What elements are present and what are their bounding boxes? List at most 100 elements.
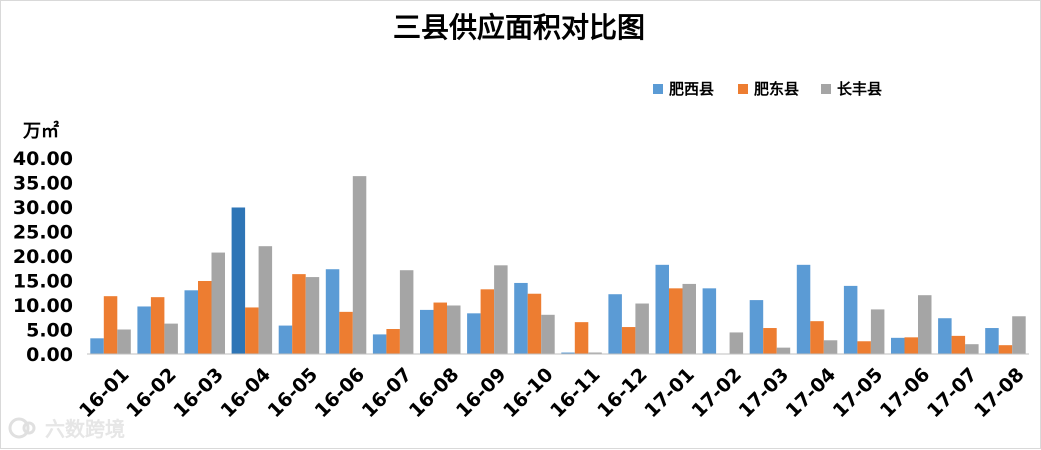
- bar-16-03-肥西县: [184, 290, 198, 354]
- x-tick-label: 17-06: [876, 364, 935, 423]
- x-tick-label: 16-12: [593, 364, 652, 423]
- bar-16-11-肥东县: [574, 322, 589, 354]
- bar-16-03-肥东县: [198, 280, 212, 354]
- bar-16-05-肥西县: [278, 325, 293, 354]
- bar-17-04-肥东县: [810, 321, 824, 354]
- bars: [90, 176, 1026, 354]
- y-tick-label: 5.00: [26, 320, 73, 342]
- x-tick-label: 17-07: [923, 364, 982, 423]
- bar-17-05-肥西县: [843, 285, 858, 354]
- bar-16-04-长丰县: [258, 246, 273, 354]
- bar-16-08-肥东县: [433, 302, 447, 354]
- bar-17-06-肥东县: [904, 337, 918, 354]
- legend: 肥西县 肥东县 长丰县: [653, 80, 882, 98]
- bar-16-10-长丰县: [541, 314, 555, 354]
- bar-16-02-肥西县: [137, 306, 151, 354]
- bar-16-09-长丰县: [494, 265, 508, 354]
- bar-17-06-肥西县: [891, 337, 905, 354]
- bar-16-05-肥东县: [292, 274, 306, 354]
- y-tick-label: 15.00: [13, 271, 73, 293]
- bar-16-11-肥西县: [561, 352, 575, 354]
- bar-16-01-肥西县: [90, 338, 104, 354]
- x-tick-label: 16-01: [75, 364, 134, 423]
- bar-17-07-长丰县: [965, 344, 979, 354]
- x-tick-label: 17-03: [735, 364, 794, 423]
- x-tick-label: 16-06: [311, 364, 370, 423]
- bar-16-02-肥东县: [150, 297, 165, 354]
- x-tick-label: 17-01: [640, 364, 699, 423]
- y-axis-unit: 万㎡: [22, 120, 59, 142]
- bar-16-10-肥西县: [514, 282, 528, 354]
- bar-17-05-长丰县: [870, 309, 885, 354]
- bar-17-04-长丰县: [823, 340, 838, 354]
- bar-16-06-长丰县: [352, 176, 367, 354]
- legend-label: 肥东县: [754, 80, 799, 98]
- bar-16-01-长丰县: [117, 329, 131, 354]
- legend-swatch: [821, 84, 831, 94]
- x-tick-label: 17-04: [782, 364, 841, 423]
- bar-16-09-肥西县: [467, 313, 481, 354]
- bar-16-12-长丰县: [635, 303, 649, 354]
- x-axis-ticks: 16-0116-0216-0316-0416-0516-0616-0716-08…: [75, 364, 1028, 423]
- bar-16-10-肥东县: [527, 293, 542, 354]
- y-tick-label: 35.00: [13, 173, 73, 195]
- y-tick-label: 30.00: [13, 197, 73, 219]
- bar-17-07-肥东县: [951, 335, 966, 354]
- bar-17-03-肥西县: [749, 300, 764, 354]
- bar-16-04-肥东县: [245, 307, 259, 354]
- x-tick-label: 17-02: [687, 364, 746, 423]
- bar-17-08-肥东县: [998, 345, 1013, 354]
- y-tick-label: 40.00: [13, 148, 73, 170]
- legend-label: 长丰县: [837, 80, 882, 98]
- x-tick-label: 16-04: [216, 364, 275, 423]
- bar-17-04-肥西县: [796, 264, 811, 354]
- watermark: 六数跨境: [8, 417, 125, 441]
- y-tick-label: 25.00: [13, 222, 73, 244]
- bar-17-05-肥东县: [857, 341, 871, 354]
- legend-swatch: [738, 84, 748, 94]
- bar-16-06-肥西县: [325, 269, 340, 354]
- bar-16-12-肥东县: [621, 327, 636, 354]
- bar-17-02-长丰县: [729, 332, 744, 354]
- x-tick-label: 16-05: [264, 364, 323, 423]
- bar-17-08-肥西县: [985, 328, 999, 354]
- bar-17-01-长丰县: [682, 283, 696, 354]
- x-tick-label: 16-10: [499, 364, 558, 423]
- bar-16-11-长丰县: [588, 352, 602, 354]
- bar-16-04-肥西县: [231, 207, 246, 354]
- bar-16-07-长丰县: [399, 270, 414, 354]
- x-tick-label: 17-05: [829, 364, 888, 423]
- bar-17-06-长丰县: [918, 295, 932, 354]
- bar-16-12-肥西县: [608, 294, 622, 354]
- watermark-text: 六数跨境: [45, 417, 125, 441]
- bar-16-06-肥东县: [339, 311, 353, 354]
- bar-16-05-长丰县: [305, 277, 320, 354]
- y-tick-label: 10.00: [13, 295, 73, 317]
- x-tick-label: 16-11: [546, 364, 605, 423]
- bar-16-08-长丰县: [447, 305, 461, 354]
- x-tick-label: 16-02: [122, 364, 181, 423]
- y-tick-label: 20.00: [13, 246, 73, 268]
- legend-label: 肥西县: [669, 80, 714, 98]
- bar-16-01-肥东县: [103, 296, 118, 354]
- x-tick-label: 16-08: [405, 364, 464, 423]
- bar-17-01-肥东县: [669, 288, 683, 354]
- chart-title: 三县供应面积对比图: [393, 11, 645, 44]
- bar-16-03-长丰县: [211, 252, 225, 354]
- bar-17-02-肥西县: [702, 288, 717, 354]
- bar-17-01-肥西县: [655, 264, 669, 354]
- bar-17-03-肥东县: [763, 328, 777, 354]
- x-tick-label: 16-07: [358, 364, 417, 423]
- bar-16-07-肥东县: [386, 329, 400, 354]
- brand-logo-icon: [8, 417, 36, 439]
- bar-16-07-肥西县: [372, 334, 387, 354]
- bar-16-09-肥东县: [480, 289, 495, 354]
- bar-16-08-肥西县: [420, 309, 434, 354]
- x-tick-label: 16-03: [169, 364, 228, 423]
- legend-swatch: [653, 84, 663, 94]
- x-tick-label: 16-09: [452, 364, 511, 423]
- bar-17-03-长丰县: [776, 347, 791, 354]
